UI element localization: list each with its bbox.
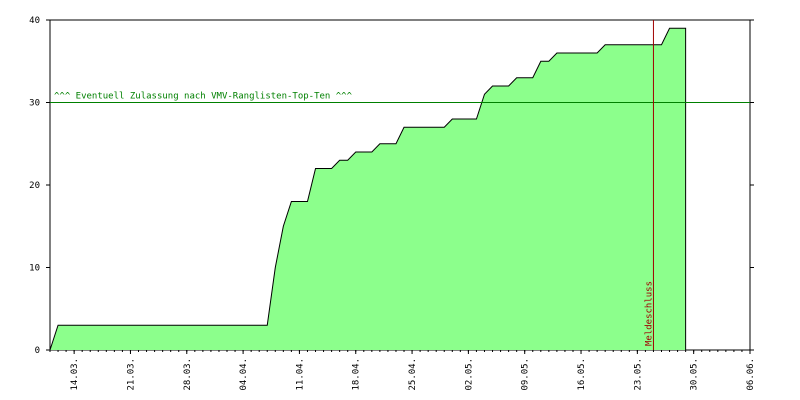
x-tick-label: 21.03. [126,358,136,391]
x-tick-label: 16.05. [577,358,587,391]
y-tick-label: 20 [29,181,40,191]
x-tick-label: 14.03. [70,358,80,391]
x-tick-label: 28.03. [183,358,193,391]
x-tick-label: 30.05. [690,358,700,391]
x-tick-label: 06.06. [746,358,756,391]
y-tick-label: 10 [29,264,40,274]
y-tick-label: 0 [35,346,40,356]
area [50,28,686,350]
threshold-label: ^^^ Eventuell Zulassung nach VMV-Ranglis… [54,92,353,102]
x-tick-label: 11.04. [295,358,305,391]
y-tick-label: 30 [29,99,40,109]
x-tick-label: 04.04. [239,358,249,391]
x-tick-label: 09.05. [521,358,531,391]
x-tick-label: 23.05. [633,358,643,391]
x-tick-label: 25.04. [408,358,418,391]
x-tick-label: 02.05. [464,358,474,391]
area-line [49,27,687,351]
y-tick-label: 40 [29,16,40,26]
x-tick-label: 18.04. [352,358,362,391]
deadline-label: Meldeschluss [644,281,654,346]
